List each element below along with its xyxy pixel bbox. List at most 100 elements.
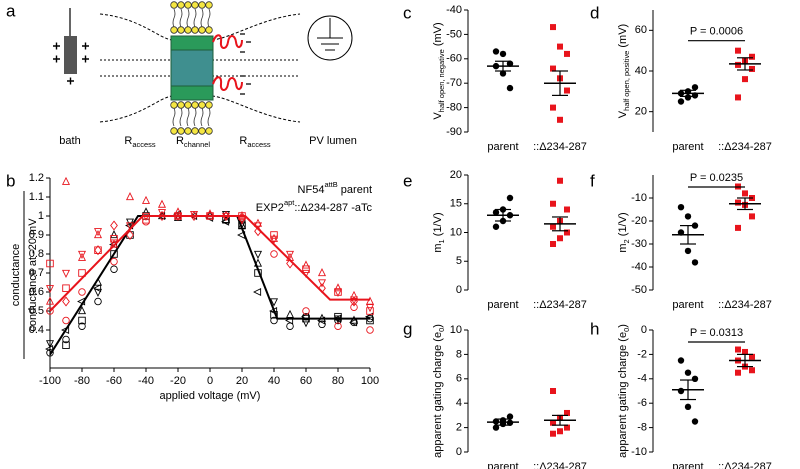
marker xyxy=(78,288,86,296)
marker xyxy=(77,252,87,261)
label-part: V xyxy=(432,112,444,120)
marker xyxy=(62,335,70,344)
y-tick-label: -8 xyxy=(637,422,647,434)
data-point xyxy=(735,199,741,206)
x-tick-label: -40 xyxy=(138,375,154,387)
marker xyxy=(110,257,118,266)
marker xyxy=(270,250,278,258)
panel-letter: a xyxy=(6,1,16,20)
y-tick-label: 0.4 xyxy=(29,324,44,336)
panel-letter: d xyxy=(590,3,599,22)
marker xyxy=(125,218,135,227)
marker xyxy=(222,210,230,222)
data-point xyxy=(492,209,500,216)
data-point xyxy=(742,190,748,197)
category-label: parent xyxy=(487,461,518,469)
y-tick-label: -30 xyxy=(631,238,647,250)
marker xyxy=(142,217,150,226)
marker xyxy=(334,288,342,296)
data-point xyxy=(677,387,685,395)
fit-line xyxy=(49,215,370,312)
category-label: ::Δ234-287 xyxy=(718,299,772,311)
diagram-label: bath xyxy=(59,135,80,147)
y-tick-label: 0.7 xyxy=(29,267,44,279)
marker xyxy=(125,192,135,201)
marker xyxy=(62,284,70,292)
marker xyxy=(110,220,118,231)
electrode-body xyxy=(64,36,77,74)
marker xyxy=(269,235,279,244)
panel-letter: e xyxy=(403,171,412,190)
data-point xyxy=(564,50,570,57)
y-tick-label: 1.2 xyxy=(29,172,44,184)
marker xyxy=(157,209,167,218)
marker xyxy=(93,228,103,237)
marker xyxy=(317,279,327,288)
data-point xyxy=(735,61,741,68)
label-part: half open, positive xyxy=(622,51,631,111)
y-tick-label: 15 xyxy=(450,198,462,210)
marker xyxy=(270,231,278,239)
marker xyxy=(366,326,374,334)
data-point xyxy=(677,204,685,211)
marker xyxy=(157,199,167,208)
data-point xyxy=(735,94,741,101)
marker xyxy=(333,283,343,292)
marker xyxy=(270,316,278,325)
marker xyxy=(269,298,279,307)
p-value: P = 0.0006 xyxy=(690,26,743,38)
x-tick-label: 0 xyxy=(207,375,213,387)
marker xyxy=(45,285,55,294)
y-tick-label: 0 xyxy=(456,446,462,458)
y-axis-label: apparent gating charge (e0) xyxy=(432,324,446,458)
y-tick-label: 0.9 xyxy=(29,229,44,241)
label-part: apparent gating charge (e xyxy=(617,332,629,458)
marker xyxy=(302,307,310,315)
data-point xyxy=(684,247,692,255)
label-part: ) xyxy=(432,324,444,328)
marker xyxy=(141,207,151,216)
data-point xyxy=(691,418,699,425)
x-tick-label: -100 xyxy=(39,375,61,387)
marker xyxy=(366,307,374,315)
y-tick-label: -40 xyxy=(631,261,647,273)
data-point xyxy=(550,241,556,247)
data-point xyxy=(691,259,699,266)
label-part: R xyxy=(176,135,184,147)
y-tick-label: 20 xyxy=(450,169,462,181)
data-point xyxy=(506,413,514,420)
y-tick-label: -60 xyxy=(446,53,462,65)
y-tick-label: 1.1 xyxy=(29,191,44,203)
label-part: access xyxy=(132,140,156,149)
label-part: (mV) xyxy=(617,24,629,51)
data-point xyxy=(550,388,556,394)
helix xyxy=(212,34,243,91)
label-part: attB xyxy=(324,180,337,189)
marker xyxy=(285,309,295,318)
data-point xyxy=(749,353,755,360)
y-label-top: conductance xyxy=(10,244,22,306)
data-point xyxy=(492,223,500,230)
marker xyxy=(158,210,166,222)
marker xyxy=(94,245,102,256)
diagram-label: PV lumen xyxy=(309,135,357,147)
y-tick-label: -50 xyxy=(631,284,647,296)
data-point xyxy=(735,47,741,54)
panel-letter: g xyxy=(403,319,412,338)
x-tick-label: -80 xyxy=(74,375,90,387)
label-part: (mV) xyxy=(432,22,444,49)
data-point xyxy=(684,213,692,220)
y-tick-label: -70 xyxy=(446,77,462,89)
data-point xyxy=(684,369,692,376)
y-tick-label: 5 xyxy=(456,255,462,267)
data-point xyxy=(742,76,748,83)
y-tick-label: 60 xyxy=(635,24,647,36)
data-point xyxy=(550,223,556,230)
label-part: NF54 xyxy=(298,184,325,196)
y-tick-label: -10 xyxy=(631,446,647,458)
data-point xyxy=(550,419,556,426)
data-point xyxy=(677,357,685,364)
label-part: channel xyxy=(184,140,211,149)
channel-pore xyxy=(170,49,214,87)
marker xyxy=(94,246,102,254)
